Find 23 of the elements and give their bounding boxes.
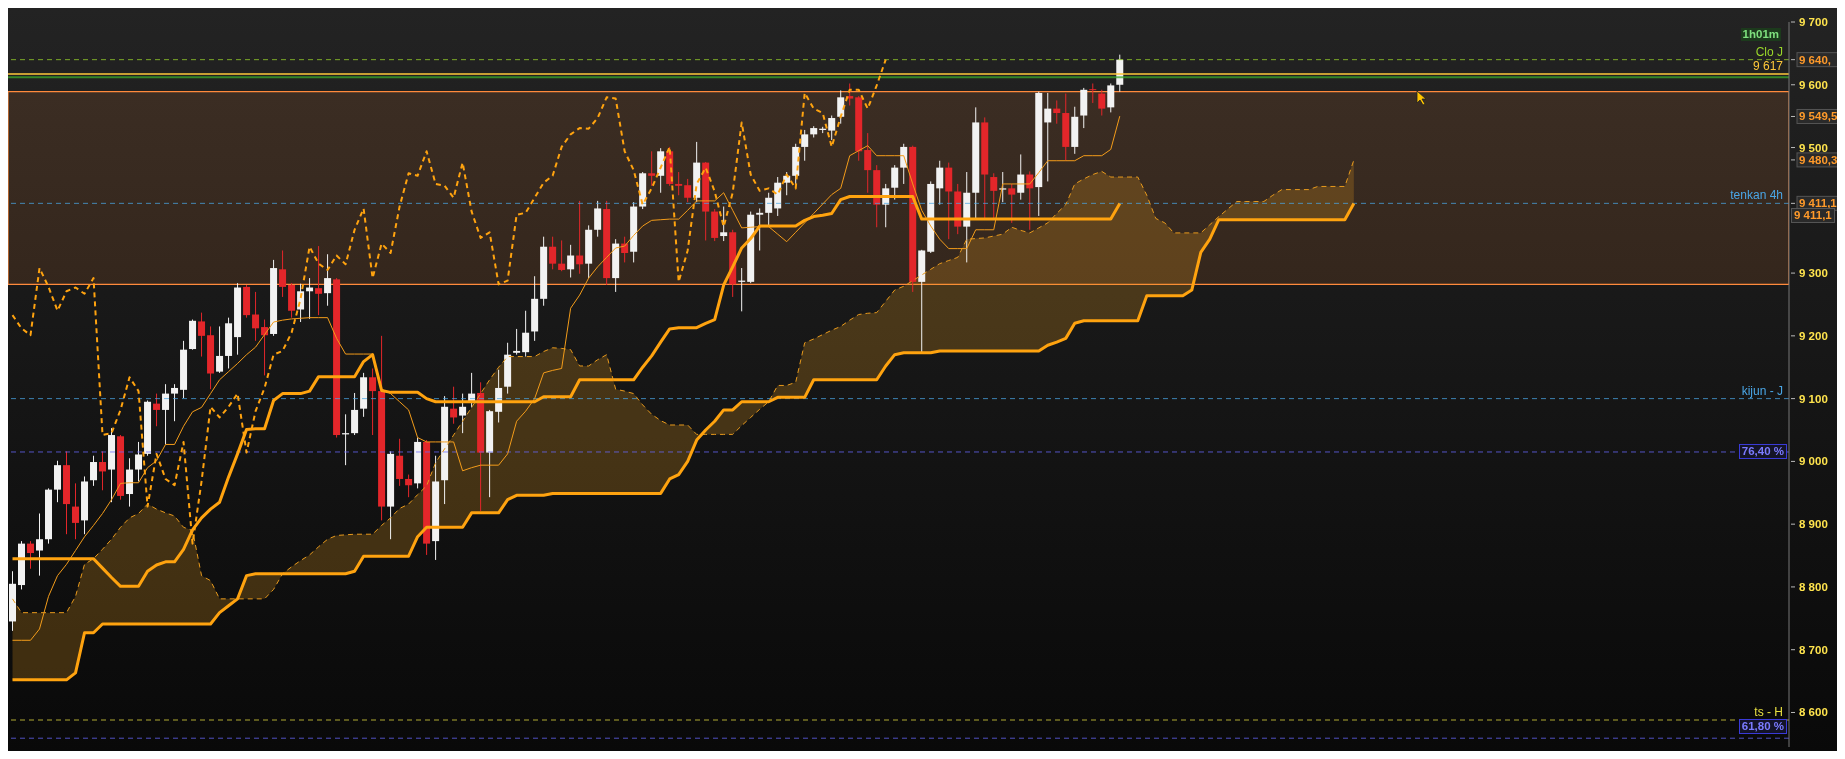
ref-line-label: Clo J <box>1755 44 1783 59</box>
y-tick-label: 9 600 <box>1799 78 1828 91</box>
y-tick-label: 9 640, <box>1799 53 1831 66</box>
y-tick-label: 9 000 <box>1799 455 1828 468</box>
ref-line-label: 9 617 <box>1752 59 1784 74</box>
text: 1h01m <box>1740 28 1781 41</box>
y-tick-label: 9 411,1 <box>1799 197 1838 210</box>
y-tick-label: 8 600 <box>1799 706 1828 719</box>
y-tick-label: 9 480,3 <box>1799 153 1838 166</box>
text: 76,40 % <box>1738 444 1787 459</box>
y-tick-label: 8 800 <box>1799 580 1828 593</box>
ref-line-label: kijun - J <box>1741 383 1783 398</box>
y-tick-label: 9 300 <box>1799 267 1828 280</box>
y-tick-label: 9 100 <box>1799 392 1828 405</box>
y-tick-label: 9 200 <box>1799 329 1828 342</box>
text: 61,80 % <box>1738 719 1787 734</box>
ref-line-label: tenkan 4h <box>1730 188 1783 203</box>
y-tick-label: 8 900 <box>1799 518 1828 531</box>
y-tick-label: 9 500 <box>1799 141 1828 154</box>
ref-line-label: ts - H <box>1754 705 1783 720</box>
y-tick-label: 8 700 <box>1799 643 1828 656</box>
y-tick-label: 9 549,5 <box>1799 110 1838 123</box>
y-tick-label: 9 700 <box>1799 16 1828 28</box>
